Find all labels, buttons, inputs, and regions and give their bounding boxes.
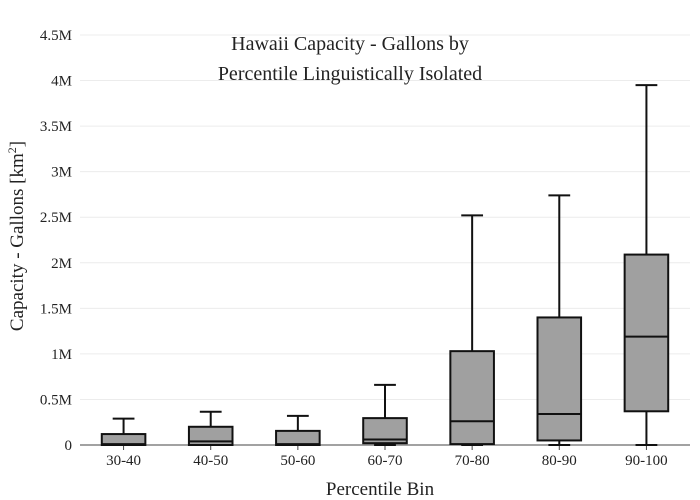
chart-title-line-1: Hawaii Capacity - Gallons by [231, 33, 469, 55]
box-40-50 [187, 410, 234, 446]
y-axis-title: Capacity - Gallons [km2] [5, 141, 28, 331]
box-iqr [536, 316, 583, 442]
y-tick-label: 0.5M [40, 392, 72, 408]
y-tick-label: 2.5M [40, 210, 72, 226]
box-layer [100, 84, 670, 447]
x-tick-label: 30-40 [106, 453, 141, 469]
y-tick-label: 0 [65, 438, 73, 454]
label-layer: 0 0.5M 1M 1.5M 2M 2.5M 3M 3.5M 4M 4.5M 30-40 40-50 5… [40, 28, 668, 469]
x-tick-label: 60-70 [368, 453, 403, 469]
chart-title-line-2: Percentile Linguistically Isolated [218, 63, 482, 85]
y-tick-label: 2M [51, 256, 72, 272]
y-tick-label: 4.5M [40, 28, 72, 44]
x-tick-label: 70-80 [455, 453, 490, 469]
grid-layer [80, 34, 690, 400]
x-tick-label: 90-100 [625, 453, 668, 469]
y-axis-title-end: ] [7, 141, 28, 147]
box-50-60 [275, 414, 321, 446]
box-iqr [275, 429, 321, 446]
y-axis-title-superscript: 2 [5, 147, 19, 153]
y-tick-label: 4M [51, 74, 72, 90]
box-30-40 [100, 417, 147, 447]
y-axis-title-main: Capacity - Gallons [km [7, 153, 28, 331]
box-iqr [623, 253, 670, 413]
x-axis-title: Percentile Bin [326, 479, 435, 500]
y-tick-label: 1M [51, 347, 72, 363]
x-tick-label: 40-50 [193, 453, 228, 469]
box-60-70 [362, 383, 408, 446]
y-tick-label: 3M [51, 165, 72, 181]
box-70-80 [449, 214, 495, 446]
x-tick-label: 50-60 [280, 453, 315, 469]
x-tick-label: 80-90 [542, 453, 577, 469]
box-90-100 [623, 84, 670, 446]
y-tick-label: 1.5M [40, 301, 72, 317]
y-tick-label: 3.5M [40, 119, 72, 135]
box-iqr [449, 350, 495, 446]
box-80-90 [536, 194, 583, 446]
